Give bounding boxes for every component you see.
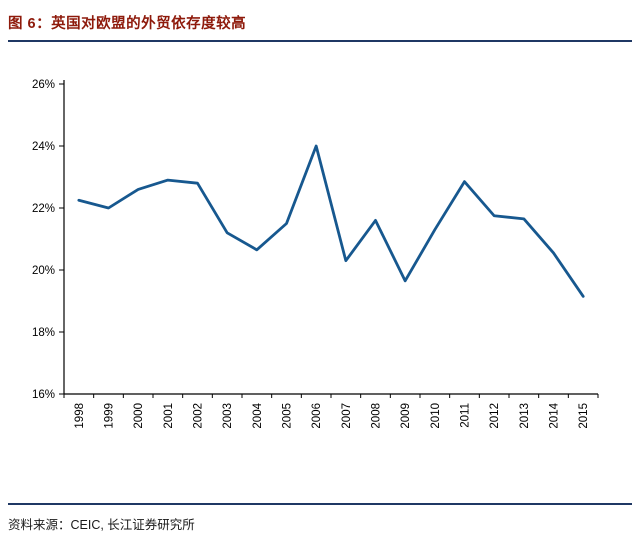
x-tick-label: 2015 [578, 403, 590, 429]
x-tick-label: 2002 [193, 403, 205, 429]
x-tick-label: 2014 [549, 402, 561, 428]
x-tick-label: 2010 [430, 403, 442, 429]
figure-footer: 资料来源：CEIC, 长江证券研究所 [0, 503, 640, 543]
y-tick-label: 18% [32, 327, 55, 339]
y-tick-label: 24% [32, 141, 55, 153]
title-divider [8, 40, 632, 42]
data-series-line [77, 144, 585, 298]
y-tick-label: 22% [32, 203, 55, 215]
x-tick-label: 2009 [400, 403, 412, 429]
x-tick-label: 2011 [460, 403, 472, 428]
x-tick-label: 1999 [104, 403, 116, 429]
x-tick-label: 2013 [519, 403, 531, 429]
x-tick-label: 2012 [489, 403, 501, 429]
x-tick-label: 2007 [341, 403, 353, 429]
figure-title: 图 6：英国对欧盟的外贸依存度较高 [8, 16, 247, 32]
footer-divider [8, 503, 632, 505]
y-tick-label: 20% [32, 265, 55, 277]
figure-header: 图 6：英国对欧盟的外贸依存度较高 [0, 0, 640, 42]
y-tick-label: 26% [32, 79, 55, 91]
x-tick-label: 2003 [222, 403, 234, 429]
x-tick-label: 2000 [133, 403, 145, 429]
y-tick-label: 16% [32, 389, 55, 401]
x-tick-label: 2005 [282, 403, 294, 429]
x-tick-label: 2008 [371, 403, 383, 429]
x-tick-label: 2004 [252, 402, 264, 428]
x-tick-label: 2001 [163, 403, 175, 429]
chart-area: 16% 18% 20% 22% 24% 26% 1998 1999 2000 2001 2002 20… [18, 72, 640, 455]
line-chart: 16% 18% 20% 22% 24% 26% 1998 1999 2000 2001 2002 20… [32, 79, 599, 429]
data-source-text: 资料来源：CEIC, 长江证券研究所 [8, 518, 195, 532]
x-tick-label: 2006 [311, 403, 323, 429]
x-tick-label: 1998 [74, 403, 86, 429]
